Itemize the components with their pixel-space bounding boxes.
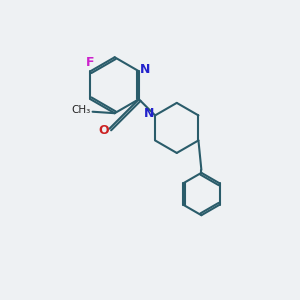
Text: CH₃: CH₃ <box>72 105 91 115</box>
Text: N: N <box>140 63 151 76</box>
Text: O: O <box>98 124 109 136</box>
Text: F: F <box>86 56 95 70</box>
Text: N: N <box>143 106 154 119</box>
